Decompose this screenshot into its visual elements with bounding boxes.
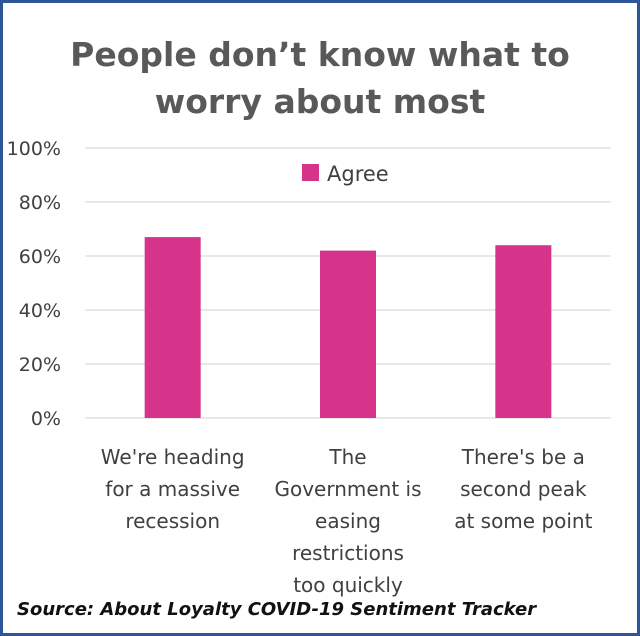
source-note: Source: About Loyalty COVID-19 Sentiment… bbox=[17, 599, 537, 620]
bar bbox=[320, 250, 376, 418]
bar bbox=[495, 245, 552, 418]
chart-title-line-1: People don’t know what to bbox=[70, 35, 570, 74]
chart-title-line-2: worry about most bbox=[154, 82, 486, 121]
y-tick-label: 40% bbox=[19, 300, 61, 322]
x-category-label-line: recession bbox=[125, 509, 220, 533]
x-category-label-line: There's be a bbox=[461, 445, 585, 469]
x-category-label: There's be a second peak at some point bbox=[454, 445, 592, 533]
legend-label: Agree bbox=[327, 162, 389, 186]
x-category-label-line: The bbox=[328, 445, 366, 469]
y-tick-label: 80% bbox=[19, 192, 61, 214]
x-category-label-line: at some point bbox=[454, 509, 592, 533]
chart-title: People don’t know what to worry about mo… bbox=[3, 31, 637, 125]
bar-chart: 0% 20% 40% 60% 80% 100% We're heading for a mas… bbox=[7, 138, 611, 597]
x-category-label: The Government is easing restrictions too qu… bbox=[274, 445, 421, 597]
bar bbox=[144, 237, 201, 418]
x-category-label-line: easing bbox=[315, 509, 381, 533]
x-category-label-line: Government is bbox=[274, 477, 421, 501]
y-tick-label: 100% bbox=[7, 138, 61, 160]
y-tick-label: 0% bbox=[31, 408, 61, 430]
y-tick-label: 60% bbox=[19, 246, 61, 268]
y-tick-label: 20% bbox=[19, 354, 61, 376]
legend-swatch bbox=[302, 164, 319, 181]
x-category-label-line: We're heading bbox=[101, 445, 245, 469]
x-category-label-line: for a massive bbox=[105, 477, 240, 501]
x-category-label-line: restrictions bbox=[292, 541, 404, 565]
x-category-label-line: too quickly bbox=[293, 573, 403, 597]
x-category-label-line: second peak bbox=[460, 477, 587, 501]
x-category-label: We're heading for a massive recession bbox=[101, 445, 245, 533]
